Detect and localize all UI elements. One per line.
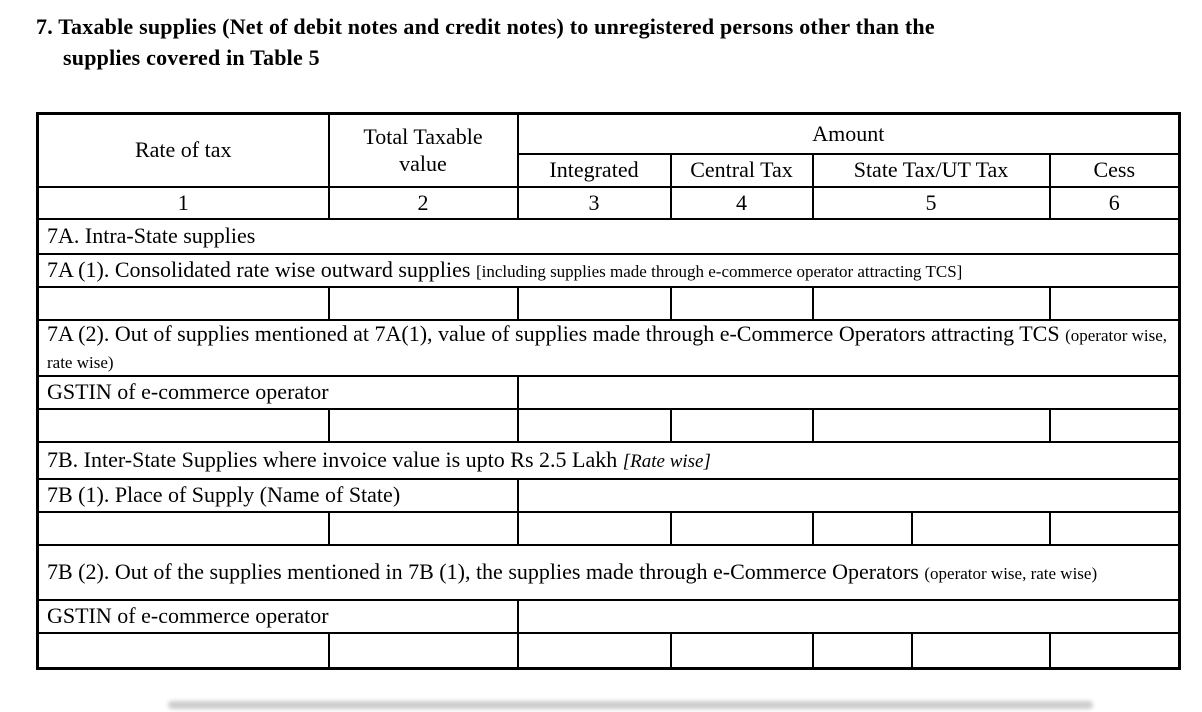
gstin-label-cell-7b2: GSTIN of e-commerce operator [36,598,519,634]
value-cell-integrated [516,510,672,546]
section-row-7a: 7A. Intra-State supplies [36,218,1181,255]
value-cell-central [669,286,814,321]
header-total-taxable-value-label: Total Taxable value [363,123,483,176]
row-7b2-label: 7B (2). Out of the supplies mentioned in… [36,543,1181,601]
header-integrated: Integrated [516,153,672,188]
value-cell-state [811,286,1051,321]
row-7b1-value-cell [516,477,1181,513]
gstin-value-cell-7b2 [516,598,1181,634]
value-cell-state-a [811,631,913,670]
value-row-7a2 [36,407,1181,443]
value-cell-integrated [516,631,672,670]
value-row-7b1 [36,510,1181,546]
header-amount: Amount [516,112,1181,155]
value-cell-central [669,631,814,670]
section-row-7b: 7B. Inter-State Supplies where invoice v… [36,440,1181,480]
header-cess: Cess [1048,153,1181,188]
row-7b1-label: 7B (1). Place of Supply (Name of State) [36,477,519,513]
col-number-5: 5 [811,186,1051,220]
header-rate-of-tax: Rate of tax [36,112,330,188]
row-7a2-small-text: (operator wise, rate wise) [47,326,1168,372]
value-cell-state [811,407,1051,443]
value-cell-integrated [516,407,672,443]
value-row-7b2 [36,631,1181,670]
col-number-3: 3 [516,186,672,220]
value-cell-integrated [516,286,672,321]
col-number-6: 6 [1048,186,1181,220]
row-7a1-main-text: 7A (1). Consolidated rate wise outward s… [47,257,476,283]
gstin-value-cell-7a2 [516,374,1181,410]
taxable-supplies-table: Rate of tax Total Taxable value Amount I… [36,112,1181,670]
row-7a2-main-text: 7A (2). Out of supplies mentioned at 7A(… [47,321,1066,346]
value-cell-cess [1048,631,1181,670]
row-7a2-label: 7A (2). Out of supplies mentioned at 7A(… [36,319,1181,377]
col-number-2: 2 [327,186,519,220]
row-7b2-main-text: 7B (2). Out of the supplies mentioned in… [47,558,925,584]
value-cell-rate [36,407,330,443]
form-title: 7. Taxable supplies (Net of debit notes … [36,11,935,73]
value-cell-cess [1048,407,1181,443]
value-cell-taxable [327,286,519,321]
value-cell-rate [36,510,330,546]
form-title-line1: 7. Taxable supplies (Net of debit notes … [36,14,935,39]
value-cell-state-b [910,631,1051,670]
value-cell-rate [36,286,330,321]
value-cell-cess [1048,510,1181,546]
col-number-1: 1 [36,186,330,220]
value-cell-state-b [910,510,1051,546]
row-7b-rate-wise-text: [Rate wise] [622,450,711,472]
row-7b2-small-text: (operator wise, rate wise) [924,563,1098,583]
column-number-row: 1 2 3 4 5 6 [36,186,1181,220]
header-state-tax: State Tax/UT Tax [811,153,1051,188]
value-cell-central [669,407,814,443]
value-cell-rate [36,631,330,670]
scan-shadow-artifact [168,701,1093,709]
value-cell-taxable [327,631,519,670]
col-number-4: 4 [669,186,814,220]
value-cell-taxable [327,510,519,546]
value-row-7a1 [36,286,1181,321]
row-7a1-small-text: [including supplies made through e-comme… [475,262,963,282]
value-cell-central [669,510,814,546]
row-7b-main-text: 7B. Inter-State Supplies where invoice v… [47,446,623,472]
header-total-taxable-value: Total Taxable value [327,112,519,188]
form-title-line2: supplies covered in Table 5 [63,45,320,70]
value-cell-cess [1048,286,1181,321]
gstin-label-cell-7a2: GSTIN of e-commerce operator [36,374,519,410]
value-cell-state-a [811,510,913,546]
row-7a1-label: 7A (1). Consolidated rate wise outward s… [36,253,1181,288]
value-cell-taxable [327,407,519,443]
header-central-tax: Central Tax [669,153,814,188]
